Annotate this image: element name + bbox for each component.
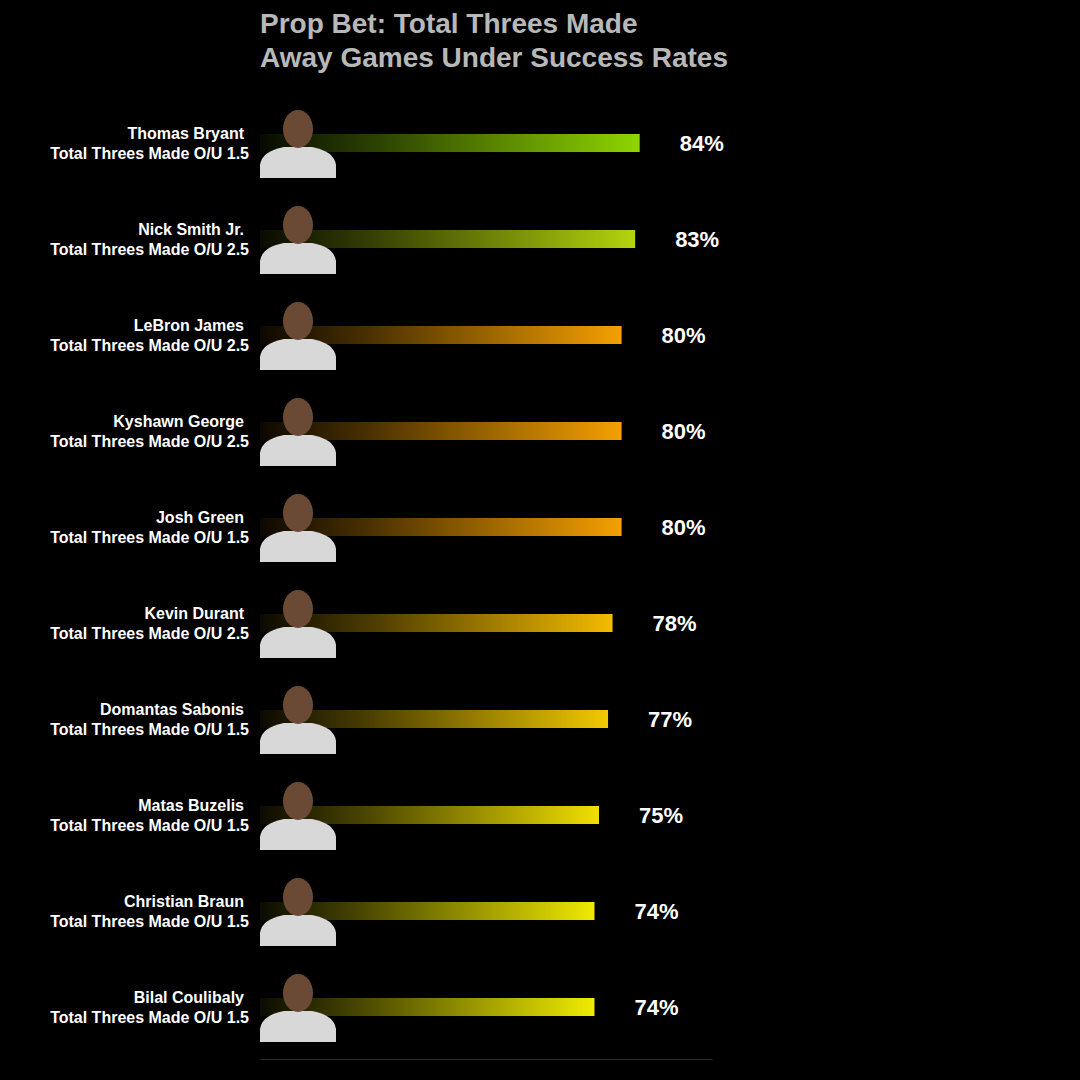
photo-head <box>283 398 313 436</box>
photo-body <box>260 819 336 850</box>
player-name: Josh Green <box>156 509 244 526</box>
player-photo <box>260 398 336 466</box>
prop-line: Total Threes Made O/U 2.5 <box>50 625 249 642</box>
background <box>0 0 1080 1080</box>
prop-line: Total Threes Made O/U 2.5 <box>50 241 249 258</box>
prop-line: Total Threes Made O/U 1.5 <box>50 1009 249 1026</box>
player-photo <box>260 206 336 274</box>
photo-head <box>283 686 313 724</box>
photo-head <box>283 974 313 1012</box>
photo-body <box>260 435 336 466</box>
player-name: Thomas Bryant <box>128 125 245 142</box>
player-name: Bilal Coulibaly <box>134 989 244 1006</box>
photo-head <box>283 494 313 532</box>
data-label: 74% <box>634 995 678 1020</box>
prop-line: Total Threes Made O/U 2.5 <box>50 433 249 450</box>
photo-head <box>283 110 313 148</box>
data-label: 80% <box>662 419 706 444</box>
player-photo <box>260 686 336 754</box>
player-photos <box>260 110 336 1042</box>
data-label: 77% <box>648 707 692 732</box>
title: Away Games Under Success Rates <box>260 42 728 73</box>
data-label: 80% <box>662 515 706 540</box>
player-photo <box>260 590 336 658</box>
photo-body <box>260 723 336 754</box>
player-photo <box>260 878 336 946</box>
player-name: Matas Buzelis <box>138 797 244 814</box>
prop-line: Total Threes Made O/U 1.5 <box>50 721 249 738</box>
player-name: Kevin Durant <box>144 605 244 622</box>
photo-body <box>260 531 336 562</box>
data-label: 78% <box>653 611 697 636</box>
photo-body <box>260 339 336 370</box>
data-label: 80% <box>662 323 706 348</box>
player-name: Domantas Sabonis <box>100 701 244 718</box>
x-axis <box>261 1059 713 1060</box>
player-name: Nick Smith Jr. <box>138 221 244 238</box>
player-photo <box>260 110 336 178</box>
data-labels: 84% 83% 80% 80% 80% 78% 77% 75% 74% 74% <box>634 131 723 1020</box>
photo-body <box>260 147 336 178</box>
data-label: 84% <box>680 131 724 156</box>
bars <box>260 134 640 1016</box>
photo-head <box>283 206 313 244</box>
prop-line: Total Threes Made O/U 1.5 <box>50 913 249 930</box>
player-name: Kyshawn George <box>113 413 244 430</box>
category-labels: Thomas Bryant Total Threes Made O/U 1.5 Ni… <box>50 125 249 1026</box>
player-photo <box>260 494 336 562</box>
photo-head <box>283 302 313 340</box>
photo-head <box>283 878 313 916</box>
photo-head <box>283 590 313 628</box>
data-label: 75% <box>639 803 683 828</box>
axis-line <box>261 1059 713 1060</box>
prop-line: Total Threes Made O/U 1.5 <box>50 145 249 162</box>
title: Prop Bet: Total Threes Made <box>260 8 638 39</box>
title-group: Prop Bet: Total Threes MadeAway Games Un… <box>260 8 728 73</box>
prop-line: Total Threes Made O/U 2.5 <box>50 337 249 354</box>
photo-body <box>260 1011 336 1042</box>
player-photo <box>260 974 336 1042</box>
photo-body <box>260 915 336 946</box>
photo-body <box>260 243 336 274</box>
prop-line: Total Threes Made O/U 1.5 <box>50 529 249 546</box>
data-label: 83% <box>675 227 719 252</box>
player-photo <box>260 302 336 370</box>
player-name: LeBron James <box>134 317 244 334</box>
player-name: Christian Braun <box>124 893 244 910</box>
chart: Prop Bet: Total Threes MadeAway Games Un… <box>0 0 1080 1080</box>
prop-line: Total Threes Made O/U 1.5 <box>50 817 249 834</box>
player-photo <box>260 782 336 850</box>
photo-head <box>283 782 313 820</box>
data-label: 74% <box>634 899 678 924</box>
photo-body <box>260 627 336 658</box>
